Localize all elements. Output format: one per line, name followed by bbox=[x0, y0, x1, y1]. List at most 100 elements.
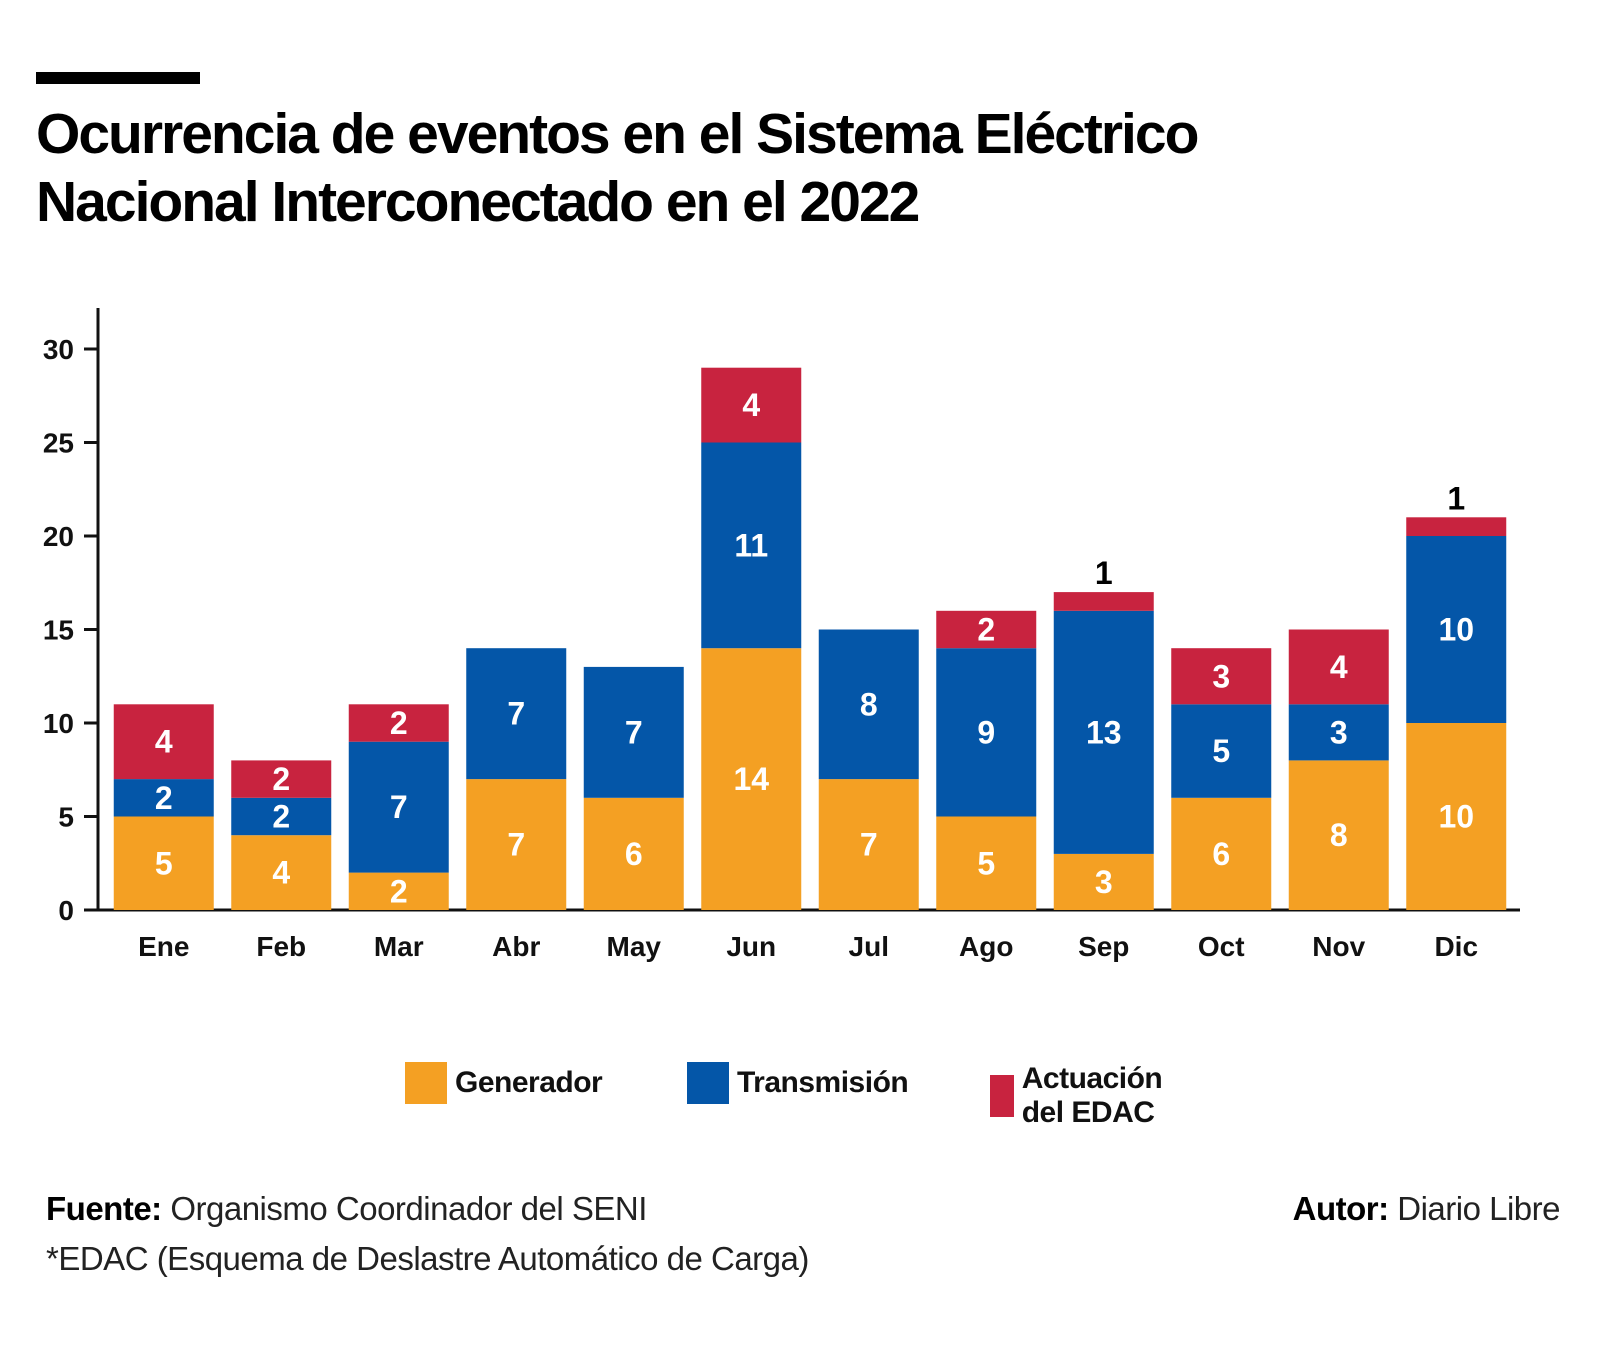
data-label-transmision-feb: 2 bbox=[272, 799, 290, 835]
data-label-edac-ene: 4 bbox=[155, 724, 173, 760]
data-label-generador-sep: 3 bbox=[1095, 864, 1113, 900]
y-tick-label: 10 bbox=[43, 708, 74, 739]
data-label-transmision-jun: 11 bbox=[734, 527, 768, 563]
author-text: Diario Libre bbox=[1388, 1190, 1560, 1227]
data-label-edac-mar: 2 bbox=[390, 705, 408, 741]
data-label-generador-dic: 10 bbox=[1438, 799, 1474, 835]
data-label-transmision-oct: 5 bbox=[1212, 733, 1230, 769]
bar-transmision-feb bbox=[231, 797, 332, 836]
bar-generador-sep bbox=[1053, 853, 1154, 910]
data-label-generador-mar: 2 bbox=[390, 873, 408, 909]
x-tick-label-ene: Ene bbox=[138, 931, 189, 962]
x-tick-label-oct: Oct bbox=[1198, 931, 1245, 962]
footer-note: *EDAC (Esquema de Deslastre Automático d… bbox=[46, 1240, 809, 1277]
source-label: Fuente: bbox=[46, 1190, 162, 1227]
data-label-edac-feb: 2 bbox=[272, 761, 290, 797]
bar-transmision-mar bbox=[348, 741, 449, 873]
legend-item-edac: Actuación del EDAC bbox=[990, 1062, 1181, 1130]
x-tick-label-feb: Feb bbox=[256, 931, 306, 962]
legend-swatch-transmision bbox=[687, 1062, 729, 1104]
x-tick-label-jun: Jun bbox=[726, 931, 776, 962]
data-label-generador-ene: 5 bbox=[155, 845, 173, 881]
y-tick-label: 0 bbox=[58, 895, 74, 926]
bar-transmision-ene bbox=[113, 779, 214, 817]
data-label-edac-nov: 4 bbox=[1330, 649, 1348, 685]
data-label-transmision-mar: 7 bbox=[390, 789, 408, 825]
legend-item-generador: Generador bbox=[405, 1062, 603, 1104]
author-label: Autor: bbox=[1292, 1190, 1389, 1227]
bar-edac-oct bbox=[1171, 648, 1272, 705]
bar-generador-abr bbox=[466, 779, 567, 910]
x-tick-label-abr: Abr bbox=[492, 931, 540, 962]
bar-edac-nov bbox=[1288, 629, 1389, 705]
data-label-transmision-may: 7 bbox=[625, 714, 643, 750]
legend-item-transmision: Transmisión bbox=[687, 1062, 909, 1104]
x-tick-label-jul: Jul bbox=[849, 931, 889, 962]
bar-generador-jul bbox=[818, 779, 919, 910]
bar-generador-may bbox=[583, 797, 684, 910]
y-tick-label: 30 bbox=[43, 334, 74, 365]
footer-author: Autor: Diario Libre bbox=[1292, 1190, 1561, 1228]
bar-generador-feb bbox=[231, 835, 332, 910]
data-label-edac-jun: 4 bbox=[742, 387, 760, 423]
data-label-transmision-dic: 10 bbox=[1438, 612, 1474, 648]
bar-edac-mar bbox=[348, 704, 449, 742]
x-tick-label-nov: Nov bbox=[1312, 931, 1365, 962]
x-tick-label-dic: Dic bbox=[1434, 931, 1478, 962]
x-tick-label-ago: Ago bbox=[959, 931, 1013, 962]
bar-generador-jun bbox=[701, 648, 802, 910]
y-tick-label: 20 bbox=[43, 521, 74, 552]
bar-transmision-ago bbox=[936, 648, 1037, 817]
data-label-generador-oct: 6 bbox=[1212, 836, 1230, 872]
data-label-edac-ago: 2 bbox=[977, 612, 995, 648]
data-label-generador-jun: 14 bbox=[733, 761, 769, 797]
bar-edac-dic bbox=[1406, 517, 1507, 536]
legend-swatch-edac bbox=[990, 1075, 1014, 1117]
data-label-edac-dic: 1 bbox=[1447, 480, 1465, 516]
bar-generador-ago bbox=[936, 816, 1037, 910]
y-tick-label: 5 bbox=[58, 802, 74, 833]
legend-label-edac: Actuación del EDAC bbox=[1021, 1062, 1163, 1129]
x-tick-label-may: May bbox=[607, 931, 662, 962]
bar-transmision-nov bbox=[1288, 704, 1389, 761]
data-label-generador-abr: 7 bbox=[507, 827, 525, 863]
data-label-transmision-nov: 3 bbox=[1330, 714, 1348, 750]
bar-transmision-jul bbox=[818, 629, 919, 780]
x-tick-label-sep: Sep bbox=[1078, 931, 1129, 962]
data-label-edac-oct: 3 bbox=[1212, 658, 1230, 694]
title-line-1: Ocurrencia de eventos en el Sistema Eléc… bbox=[36, 102, 1199, 166]
y-tick-label: 15 bbox=[43, 615, 74, 646]
source-text: Organismo Coordinador del SENI bbox=[161, 1190, 647, 1227]
data-label-generador-ago: 5 bbox=[977, 845, 995, 881]
bar-generador-oct bbox=[1171, 797, 1272, 910]
y-tick-label: 25 bbox=[43, 428, 74, 459]
data-label-transmision-jul: 8 bbox=[860, 686, 878, 722]
data-label-generador-jul: 7 bbox=[860, 827, 878, 863]
bar-edac-ene bbox=[113, 704, 214, 780]
data-label-transmision-sep: 13 bbox=[1086, 714, 1122, 750]
footer-source: Fuente: Organismo Coordinador del SENI bbox=[46, 1190, 647, 1228]
bar-generador-nov bbox=[1288, 760, 1389, 910]
data-label-generador-may: 6 bbox=[625, 836, 643, 872]
data-label-transmision-ene: 2 bbox=[155, 780, 173, 816]
legend-label-transmision: Transmisión bbox=[737, 1066, 909, 1099]
bar-edac-sep bbox=[1053, 592, 1154, 611]
bar-transmision-oct bbox=[1171, 704, 1272, 798]
bar-transmision-dic bbox=[1406, 536, 1507, 723]
bar-transmision-jun bbox=[701, 442, 802, 649]
bar-generador-mar bbox=[348, 872, 449, 910]
data-label-generador-feb: 4 bbox=[272, 855, 290, 891]
bar-generador-ene bbox=[113, 816, 214, 910]
bar-edac-jun bbox=[701, 367, 802, 443]
bar-generador-dic bbox=[1406, 723, 1507, 910]
bar-transmision-may bbox=[583, 666, 684, 798]
data-label-generador-nov: 8 bbox=[1330, 817, 1348, 853]
bar-edac-ago bbox=[936, 610, 1037, 649]
x-tick-label-mar: Mar bbox=[374, 931, 424, 962]
data-label-transmision-abr: 7 bbox=[507, 696, 525, 732]
data-label-edac-sep: 1 bbox=[1095, 555, 1113, 591]
bar-transmision-abr bbox=[466, 648, 567, 780]
legend-swatch-generador bbox=[405, 1062, 447, 1104]
title-line-2: Nacional Interconectado en el 2022 bbox=[36, 170, 920, 234]
